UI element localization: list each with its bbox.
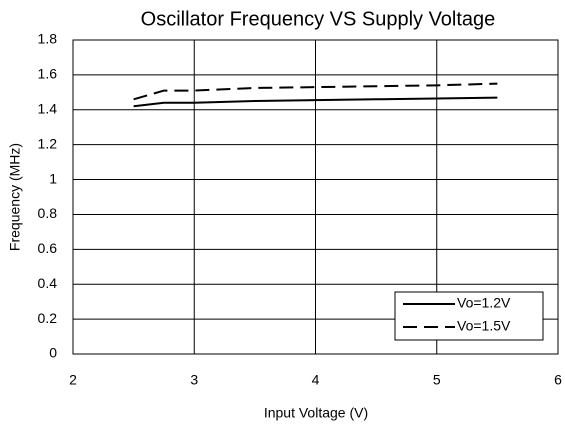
- x-tick-label: 4: [312, 372, 320, 388]
- y-tick-label: 1.6: [38, 66, 58, 82]
- y-tick-label: 0.6: [38, 240, 58, 256]
- y-tick-label: 0.2: [38, 310, 58, 326]
- x-tick-label: 6: [554, 372, 562, 388]
- y-tick-label: 1.2: [38, 135, 58, 151]
- legend-label: Vo=1.2V: [457, 295, 511, 311]
- y-tick-label: 1.4: [38, 100, 58, 116]
- y-tick-label: 1: [49, 170, 57, 186]
- y-tick-label: 0.4: [38, 275, 58, 291]
- y-tick-label: 0: [49, 345, 57, 361]
- legend-label: Vo=1.5V: [457, 318, 511, 334]
- y-axis-label: Frequency (MHz): [7, 143, 23, 251]
- series-line: [133, 96, 498, 108]
- series-line: [133, 82, 498, 101]
- chart-title: Oscillator Frequency VS Supply Voltage: [141, 8, 496, 30]
- legend-box: [394, 291, 544, 341]
- y-tick-label: 1.8: [38, 31, 58, 47]
- x-tick-label: 2: [69, 372, 77, 388]
- y-tick-label: 0.8: [38, 205, 58, 221]
- x-tick-label: 5: [433, 372, 441, 388]
- x-tick-label: 3: [190, 372, 198, 388]
- x-axis-label: Input Voltage (V): [264, 405, 368, 421]
